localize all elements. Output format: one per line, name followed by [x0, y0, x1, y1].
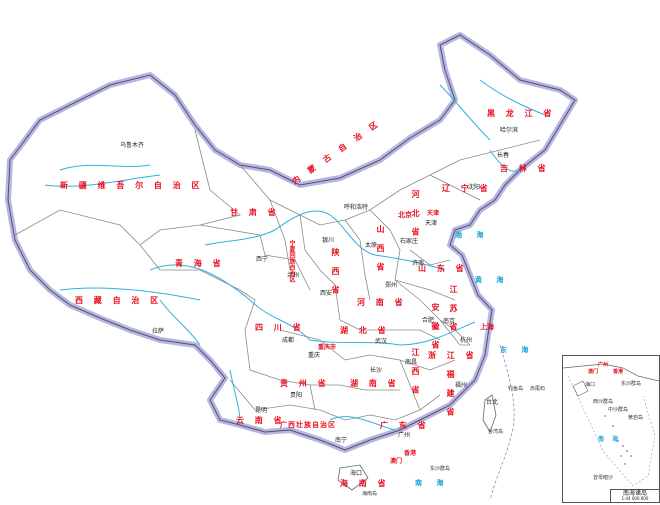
rivers — [44, 79, 546, 431]
municipality-tianjin: 天津 — [427, 210, 440, 217]
city-xian: 西安 — [320, 290, 333, 297]
inset-hongkong: 香港 — [613, 369, 624, 375]
province-guangdong: 广 东 省 — [380, 421, 430, 430]
province-xinjiang: 新 疆 维 吾 尔 自 治 区 — [60, 181, 204, 190]
inset-huangyan: 黄岩岛 — [628, 415, 644, 421]
city-guangzhou: 广州 — [398, 432, 411, 439]
region-macau: 澳门 — [390, 458, 403, 465]
inset-dongsha: 东沙群岛 — [621, 381, 642, 387]
inset-guangzhou: 广州 — [598, 362, 609, 368]
municipality-beijing: 北京 — [398, 211, 412, 219]
province-tibet: 西 藏 自 治 区 — [75, 296, 163, 305]
province-boundaries — [14, 129, 541, 421]
inset-scale: 1:44 000 000 — [621, 496, 649, 501]
island-hainan-label: 海南岛 — [362, 491, 378, 497]
city-urumqi: 乌鲁木齐 — [120, 142, 145, 149]
province-shandong: 山 东 省 — [418, 264, 468, 273]
province-sichuan: 四 川 省 — [255, 323, 305, 332]
province-shanxi: 山 西 省 — [376, 225, 385, 275]
city-hangzhou: 杭州 — [460, 337, 473, 344]
island-diaoyu: 钓鱼岛 — [508, 386, 524, 392]
province-henan: 河 南 省 — [357, 298, 407, 307]
province-guizhou: 贵 州 省 — [280, 379, 330, 388]
inset-south-china-sea: 南 海 — [598, 436, 622, 443]
sea-south-china: 南 海 — [415, 479, 450, 487]
province-heilongjiang: 黑 龙 江 省 — [487, 109, 556, 118]
province-hainan: 海 南 省 — [340, 479, 390, 488]
city-changsha: 长沙 — [370, 367, 383, 374]
city-chengdu: 成都 — [282, 337, 295, 344]
inset-title: 南海诸岛 — [622, 490, 647, 497]
city-chongqing: 重庆 — [308, 352, 321, 359]
province-guangxi: 广西壮族自治区 — [280, 421, 336, 429]
municipality-chongqing: 重庆市 — [318, 344, 337, 351]
inset-zengmu: 曾母暗沙 — [593, 475, 614, 481]
south-china-sea-inset: 广州 香港 澳门 海口 东沙群岛 西沙群岛 中沙群岛 黄岩岛 南 海 曾母暗沙 — [562, 355, 660, 503]
city-taipei: 台北 — [486, 399, 499, 406]
province-gansu: 甘 肃 省 — [230, 208, 280, 217]
province-jilin: 吉 林 省 — [500, 164, 550, 173]
city-shenyang: 沈阳 — [468, 184, 481, 191]
city-yinchuan: 银川 — [322, 237, 335, 244]
city-harbin: 哈尔滨 — [500, 127, 519, 134]
island-taiwan: 台湾岛 — [488, 429, 504, 435]
island-chiwei: 赤尾屿 — [530, 386, 546, 392]
province-jiangxi: 江 西 省 — [411, 348, 420, 398]
city-changchun: 长春 — [497, 152, 510, 159]
city-kunming: 昆明 — [255, 407, 268, 414]
city-nanjing: 南京 — [443, 318, 456, 325]
province-zhejiang: 浙 江 省 — [428, 351, 478, 360]
city-nanchang: 南昌 — [405, 359, 418, 366]
inset-graphic — [563, 363, 659, 487]
inset-haikou: 海口 — [585, 382, 596, 388]
province-hebei: 河 北 省 — [411, 190, 420, 240]
municipality-shanghai: 上海 — [480, 323, 494, 331]
province-liaoning: 辽 宁 省 — [442, 184, 492, 193]
inset-macau: 澳门 — [588, 369, 599, 375]
city-fuzhou: 福州 — [455, 382, 468, 389]
taiwan-island — [482, 394, 497, 433]
province-jiangsu: 江 苏 省 — [449, 285, 458, 335]
city-jinan: 济南 — [412, 260, 425, 267]
city-xining: 西宁 — [256, 256, 269, 263]
province-hubei: 湖 北 省 — [340, 326, 390, 335]
city-lanzhou: 兰州 — [287, 272, 300, 279]
city-tianjin: 天津 — [425, 220, 438, 227]
province-yunnan: 云 南 省 — [236, 416, 286, 425]
city-wuhan: 武汉 — [375, 338, 388, 345]
province-ningxia: 宁夏回族自治区 — [288, 240, 295, 282]
national-border-line — [7, 34, 576, 451]
province-anhui: 安 徽 省 — [431, 303, 440, 353]
inset-title-box: 南海诸岛 1:44 000 000 — [610, 489, 659, 502]
region-hongkong: 香港 — [404, 450, 417, 457]
city-shijiazhuang: 石家庄 — [400, 238, 419, 245]
city-haikou: 海口 — [350, 470, 363, 477]
hainan-island — [337, 464, 369, 491]
province-qinghai: 青 海 省 — [175, 259, 225, 268]
city-guiyang: 贵阳 — [290, 392, 303, 399]
sea-east-china: 东 海 — [500, 346, 535, 354]
city-nanning: 南宁 — [335, 437, 348, 444]
city-taiyuan: 太原 — [365, 242, 378, 249]
city-hefei: 合肥 — [422, 317, 435, 324]
city-hohhot: 呼和浩特 — [344, 204, 369, 211]
sea-boundary — [489, 344, 515, 501]
province-fujian: 福 建 省 — [446, 370, 455, 420]
inset-xisha: 西沙群岛 — [593, 399, 614, 405]
province-hunan: 湖 南 省 — [350, 379, 400, 388]
city-zhengzhou: 郑州 — [385, 282, 398, 289]
island-dongsha: 东沙群岛 — [430, 466, 451, 472]
sea-bohai: 渤 海 — [455, 231, 490, 239]
city-lhasa: 拉萨 — [152, 328, 165, 335]
province-shaanxi: 陕 西 省 — [331, 248, 340, 298]
inset-zhongsha: 中沙群岛 — [608, 407, 629, 413]
sea-yellow: 黄 海 — [475, 276, 510, 284]
